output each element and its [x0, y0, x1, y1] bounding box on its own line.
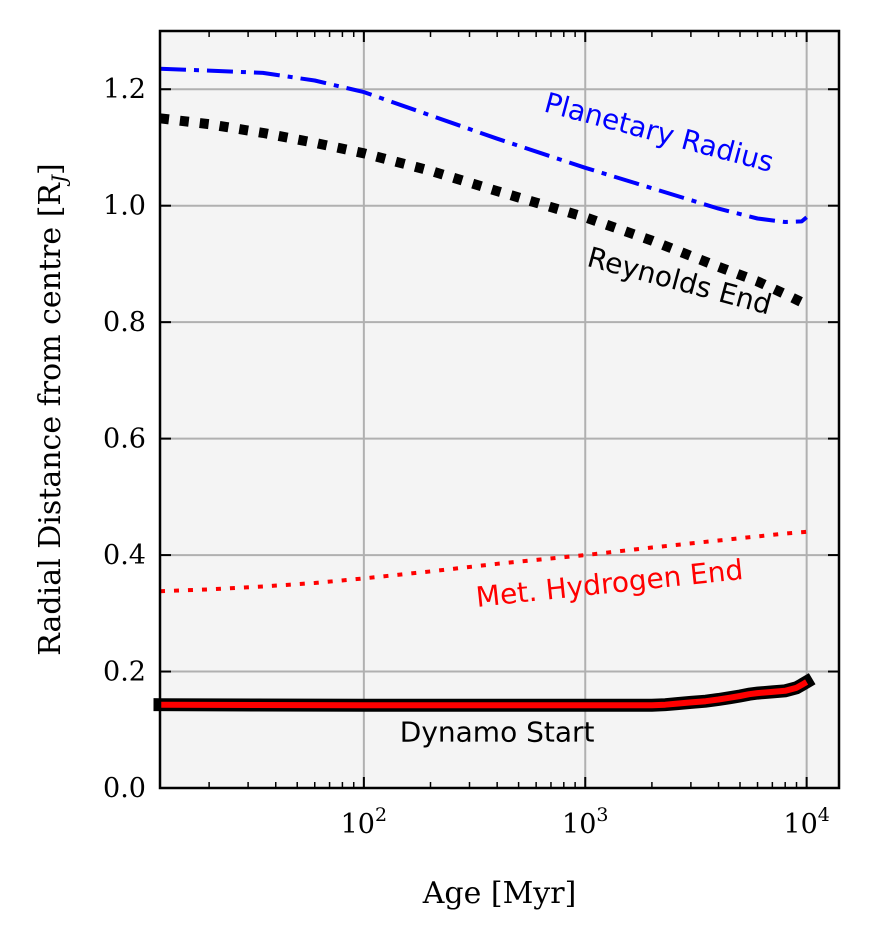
y-tick-label: 0.2	[103, 657, 146, 688]
y-axis-label-main: Radial Distance from centre [R	[33, 182, 68, 656]
y-tick-label: 1.2	[103, 74, 146, 105]
y-axis-label-close: ]	[33, 163, 68, 175]
series-layer	[153, 66, 816, 712]
y-tick-label: 0.0	[103, 773, 146, 804]
y-axis-label-sub: J	[47, 174, 71, 187]
planetary-radius-line	[159, 66, 808, 224]
tick-layer: 102 103 104 0.0 0.2 0.4 0.6 0.8 1.0 1.2	[103, 31, 839, 840]
x-tick-label: 103	[562, 804, 608, 840]
x-tick-label: 102	[341, 804, 387, 840]
met-hydrogen-end-line	[159, 529, 807, 594]
y-tick-label: 0.6	[103, 424, 146, 455]
reynolds-end-line	[159, 113, 809, 310]
dynamo-start-annotation: Dynamo Start	[400, 715, 595, 748]
y-tick-label: 0.4	[103, 540, 146, 571]
plot-frame	[158, 29, 841, 790]
x-tick-label: 104	[783, 804, 829, 840]
y-tick-label: 1.0	[103, 191, 146, 222]
y-axis-label: Radial Distance from centre [RJ]	[33, 163, 71, 655]
plot-background	[160, 31, 839, 788]
dynamo-start-line	[159, 679, 809, 709]
y-tick-label: 0.8	[103, 307, 146, 338]
x-axis-label: Age [Myr]	[422, 876, 577, 911]
